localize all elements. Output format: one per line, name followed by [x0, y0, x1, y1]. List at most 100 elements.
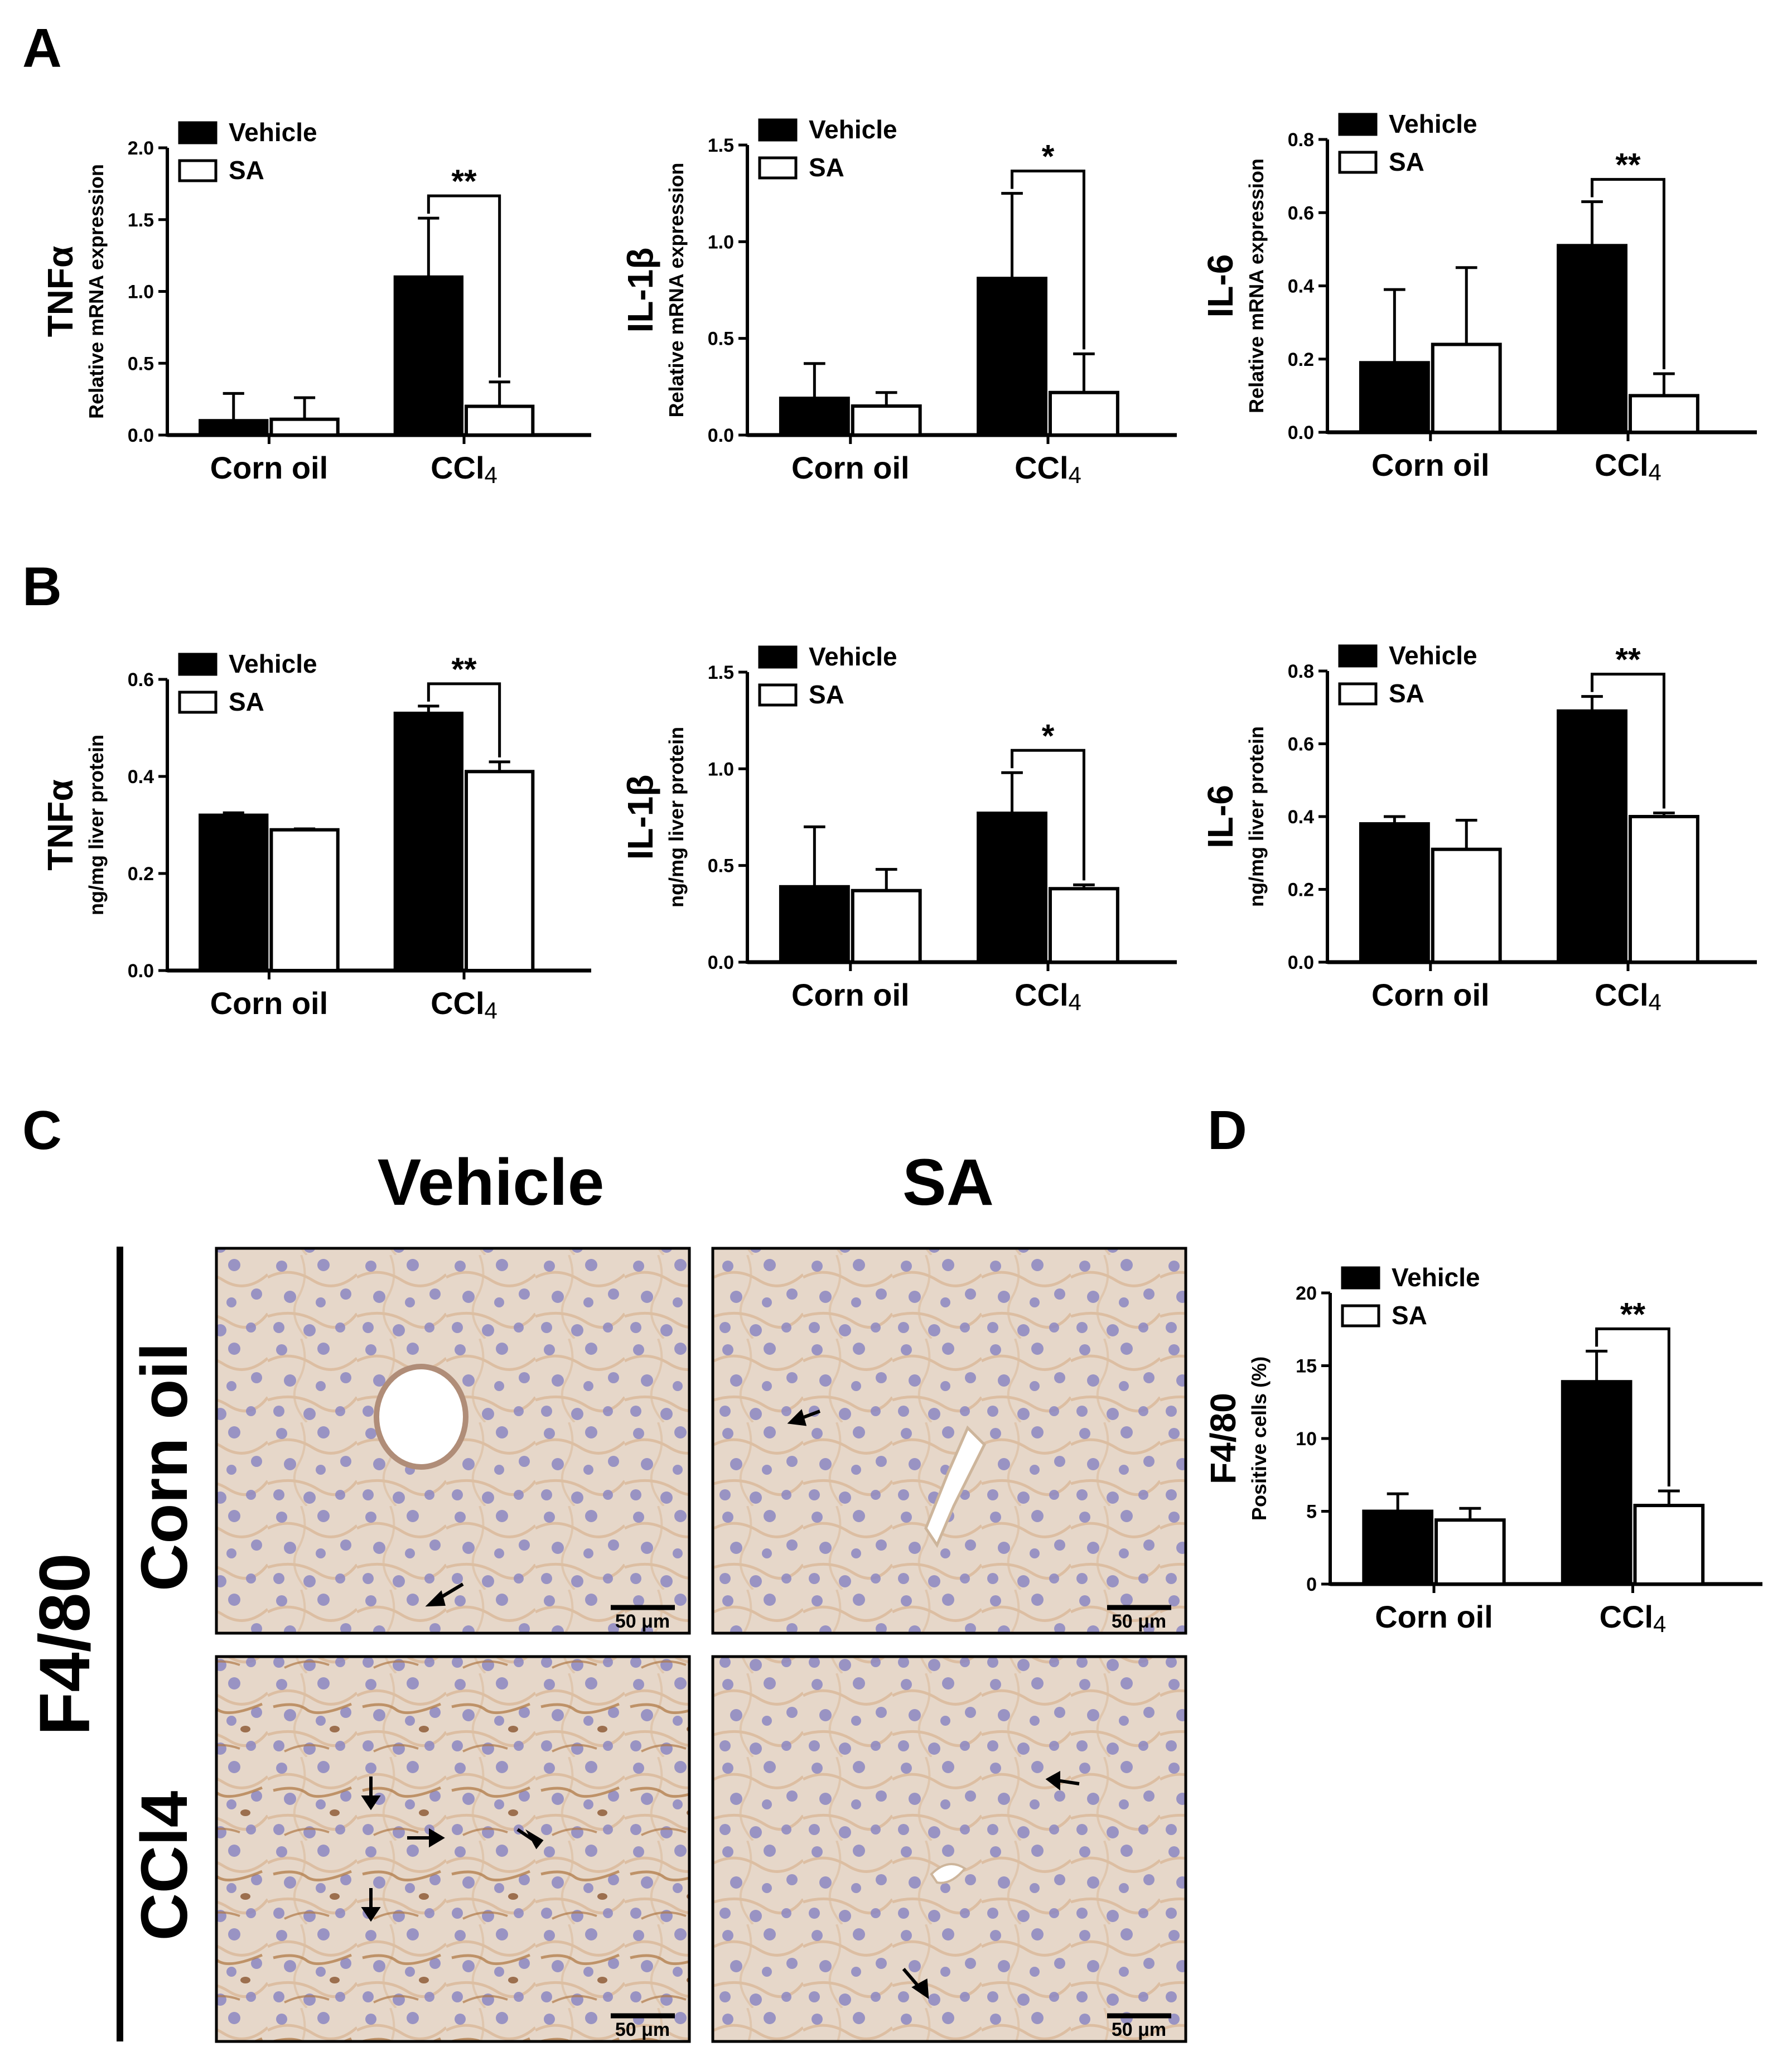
significance-marker: **: [451, 651, 477, 688]
y-tick-label: 0.5: [128, 353, 154, 374]
scale-bar: 50 μm: [611, 1605, 675, 1632]
arrow-icon: [425, 1582, 464, 1607]
bar: [269, 828, 340, 972]
legend-swatch-sa: [178, 691, 218, 714]
y-tick-label: 5: [1306, 1502, 1317, 1523]
y-tick-label: 0.2: [128, 863, 154, 885]
bar: [199, 813, 269, 972]
bar: [393, 275, 463, 437]
panel-letter-d: D: [1207, 1099, 1247, 1161]
panel-letter-c: C: [22, 1099, 62, 1161]
significance-bracket: [1591, 673, 1665, 809]
bar: [269, 417, 340, 437]
legend-label-sa: SA: [1392, 1301, 1427, 1330]
legend-label-vehicle: Vehicle: [229, 118, 317, 147]
bar: [465, 404, 535, 437]
chart-7: 0 5 10 15 20 Corn oil CCl4 ** Vehicle SA Positive …: [1203, 1263, 1762, 1637]
significance-bracket: [1595, 1327, 1670, 1486]
y-tick-label: 0.2: [1288, 349, 1314, 370]
y-tick-label: 0.0: [128, 425, 154, 446]
micrograph-panel: Vehicle SA F4/80 Corn oil CCl4 50 μm: [25, 1146, 1187, 2043]
x-tick-label: CCl4: [1015, 450, 1081, 488]
x-tick-label: Corn oil: [1371, 977, 1490, 1012]
y-axis-title: ng/mg liver protein: [1245, 726, 1268, 907]
scale-bar-label: 50 μm: [1112, 1611, 1166, 1632]
y-axis-big-title: F4/80: [1203, 1393, 1243, 1484]
x-tick-label: CCl4: [1015, 977, 1081, 1015]
x-tick-label: Corn oil: [791, 450, 910, 485]
significance-marker: **: [1615, 642, 1641, 678]
y-axis-big-title: IL-1β: [620, 248, 660, 333]
vessel-lumen: [930, 1863, 967, 1884]
scale-bar-label: 50 μm: [615, 1611, 670, 1632]
y-tick-label: 0.0: [1288, 952, 1314, 973]
arrow-icon: [902, 1968, 929, 1999]
y-tick-label: 20: [1296, 1283, 1317, 1304]
legend-label-sa: SA: [1389, 679, 1424, 708]
micrograph-vehicle-corn-oil: 50 μm: [215, 1247, 691, 1635]
chart-4: 0.0 0.2 0.4 0.6 Corn oil CCl4 ** Vehicle SA ng/mg…: [40, 649, 591, 1024]
significance-marker: *: [1042, 718, 1055, 754]
micrograph-sa-ccl4: 50 μm: [711, 1655, 1187, 2043]
y-tick-label: 0: [1306, 1574, 1317, 1595]
y-axis-title: Positive cells (%): [1248, 1357, 1271, 1520]
y-axis-title: ng/mg liver protein: [665, 727, 688, 908]
y-tick-label: 0.2: [1288, 880, 1314, 901]
arrow-icon: [787, 1409, 821, 1426]
y-tick-label: 1.0: [128, 282, 154, 303]
bar: [779, 397, 850, 437]
y-tick-label: 0.0: [1288, 422, 1314, 443]
y-axis-title: Relative mRNA expression: [1245, 158, 1268, 413]
column-label-vehicle: Vehicle: [378, 1146, 605, 1219]
panel-letter-a: A: [22, 17, 62, 79]
x-tick-label: Corn oil: [1371, 447, 1490, 482]
y-axis-big-title: TNFα: [40, 246, 80, 337]
significance-marker: *: [1042, 139, 1055, 175]
x-tick-label: CCl4: [1600, 1599, 1667, 1637]
arrow-icon: [407, 1828, 445, 1848]
chart-3: 0.0 0.2 0.4 0.6 0.8 Corn oil CCl4 ** Vehicle SA Re…: [1200, 109, 1757, 485]
y-axis-big-title: IL-1β: [620, 775, 660, 860]
bar: [1359, 822, 1430, 964]
legend-swatch-vehicle: [178, 653, 218, 676]
stain-label: F4/80: [25, 1553, 105, 1735]
y-tick-label: 2.0: [128, 138, 154, 159]
arrow-icon: [516, 1828, 544, 1850]
y-tick-label: 0.6: [1288, 734, 1314, 755]
bar: [977, 812, 1047, 964]
bar: [1359, 361, 1430, 434]
y-axis-big-title: IL-6: [1200, 254, 1240, 318]
y-axis-title: ng/mg liver protein: [85, 735, 108, 915]
y-tick-label: 0.6: [128, 669, 154, 691]
significance-bracket: [1011, 749, 1085, 881]
scale-bar: 50 μm: [1107, 1605, 1171, 1632]
legend-label-vehicle: Vehicle: [809, 115, 897, 144]
significance-bracket: [1591, 178, 1665, 369]
bar: [1629, 394, 1699, 434]
legend-label-sa: SA: [809, 153, 844, 182]
chart-2: 0.0 0.5 1.0 1.5 Corn oil CCl4 * Vehicle SA Relati…: [620, 115, 1177, 488]
x-tick-label: CCl4: [1595, 977, 1661, 1015]
legend-swatch-vehicle: [1338, 113, 1378, 136]
micrograph-sa-corn-oil: 50 μm: [711, 1247, 1187, 1635]
legend-swatch-sa: [178, 159, 218, 182]
x-tick-label: Corn oil: [210, 450, 329, 485]
legend-swatch-sa: [1341, 1304, 1380, 1328]
arrow-icon: [361, 1777, 381, 1811]
y-tick-label: 0.0: [708, 952, 734, 973]
bar: [1557, 709, 1628, 964]
column-label-sa: SA: [902, 1146, 994, 1219]
legend-swatch-vehicle: [758, 118, 798, 142]
legend-label-vehicle: Vehicle: [229, 649, 317, 678]
significance-bracket: [1011, 170, 1085, 350]
y-tick-label: 0.8: [1288, 129, 1314, 151]
y-tick-label: 0.4: [1288, 807, 1314, 828]
legend-label-sa: SA: [229, 687, 264, 716]
x-tick-label: Corn oil: [1375, 1599, 1493, 1634]
x-tick-label: CCl4: [431, 450, 497, 488]
legend-swatch-vehicle: [178, 121, 218, 144]
y-tick-label: 15: [1296, 1356, 1317, 1377]
bar: [1431, 847, 1502, 964]
y-tick-label: 1.0: [708, 759, 734, 780]
